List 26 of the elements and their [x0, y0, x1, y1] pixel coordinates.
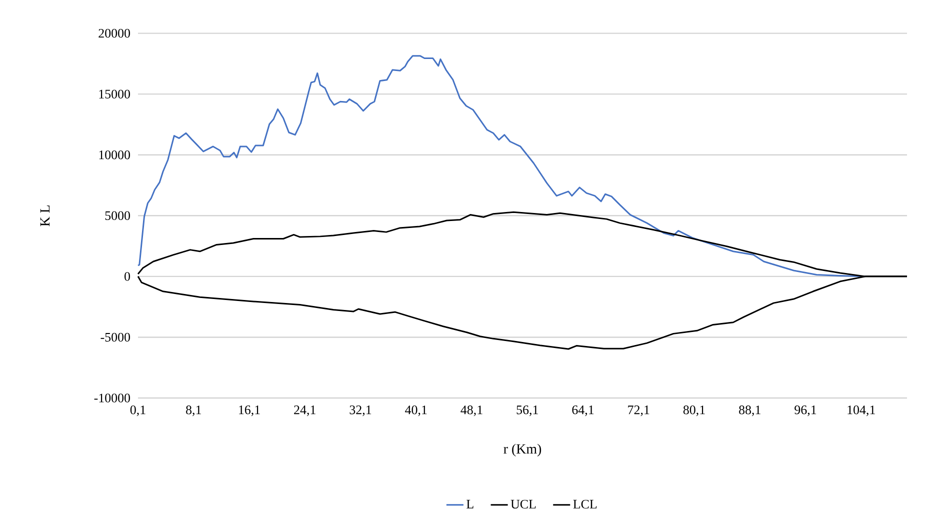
x-tick-label: 48,1	[460, 406, 482, 416]
y-tick-label: 10000	[99, 150, 130, 160]
y-tick-label: 0	[124, 272, 130, 281]
x-tick-label: 80,1	[683, 406, 705, 416]
y-tick-label: 20000	[98, 28, 130, 38]
x-tick-label: 16,1	[239, 406, 260, 416]
y-axis-title: K L	[40, 205, 50, 226]
y-tick-label: 15000	[99, 90, 130, 98]
y-tick-label: 5000	[105, 211, 130, 220]
x-tick-label: 104,1	[848, 406, 875, 416]
x-tick-label: 0,1	[130, 406, 146, 416]
x-tick-label: 64,1	[572, 406, 594, 416]
x-tick-label: 8,1	[186, 406, 201, 416]
x-tick-label: 96,1	[794, 406, 816, 416]
legend-label: LCL	[573, 500, 597, 509]
y-tick-label: -5000	[100, 332, 130, 342]
legend-label: UCL	[510, 500, 536, 509]
x-tick-label: 56,1	[516, 406, 538, 416]
x-tick-label: 24,1	[294, 406, 316, 416]
x-tick-label: 32,1	[350, 406, 372, 416]
x-tick-label: 72,1	[628, 406, 650, 416]
y-tick-label: -10000	[94, 394, 130, 402]
x-tick-label: 40,1	[405, 406, 427, 416]
legend-label: L	[466, 500, 474, 508]
x-axis-title: r (Km)	[504, 444, 542, 456]
x-tick-label: 88,1	[739, 406, 760, 416]
